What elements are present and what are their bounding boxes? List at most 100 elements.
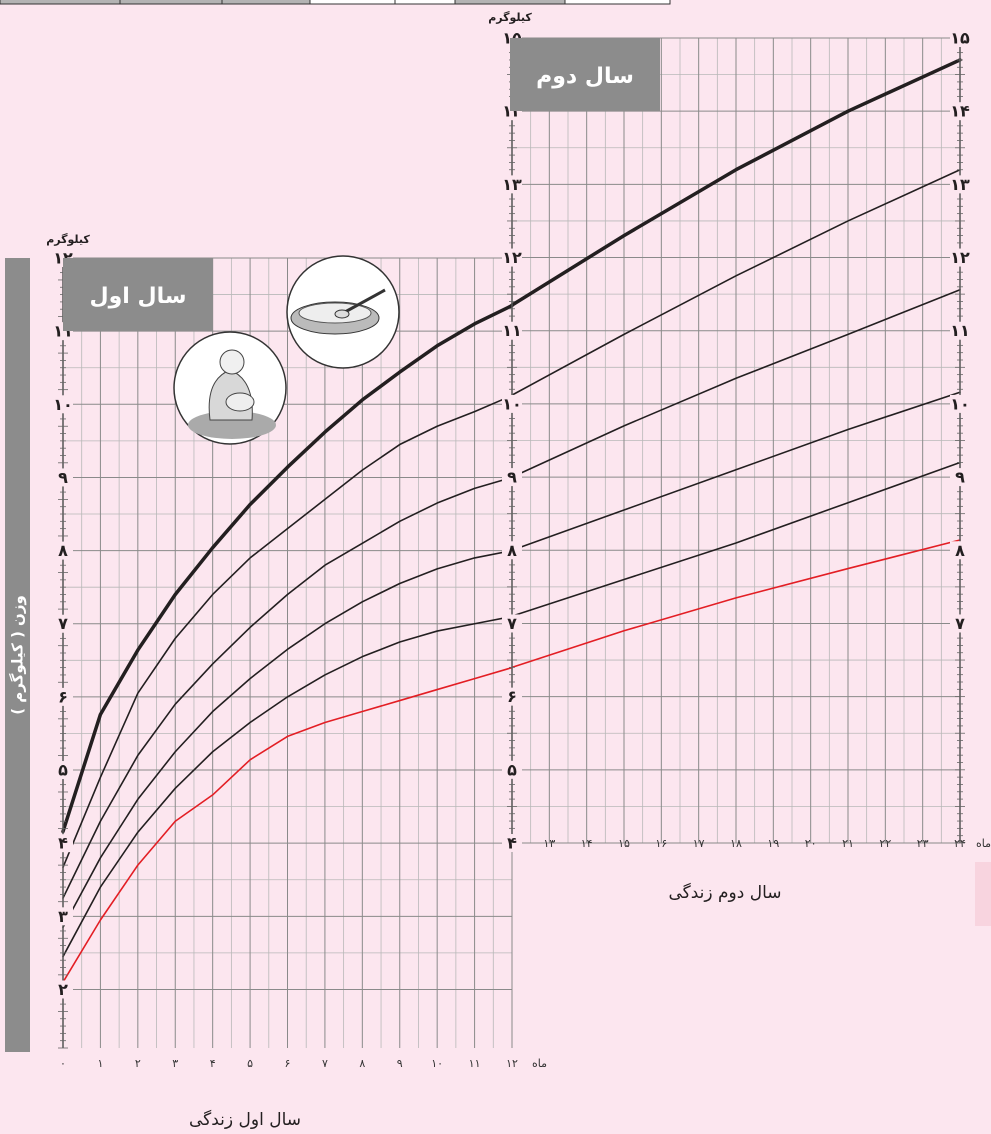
x-axis-label: سال دوم زندگی [668,882,781,903]
growth-curve [511,168,961,396]
x-tick-label: ۳ [172,1057,178,1070]
x-tick-label: ۱۳ [543,837,555,850]
illustration-bowl [286,255,400,369]
tick-label-bg [502,468,522,487]
tick-label-bg [950,321,970,340]
tick-label-bg [950,468,970,487]
tick-label-bg [53,761,73,780]
x-tick-label: ۲ [135,1057,141,1070]
y-tick-label: ۱۲ [502,248,522,267]
tick-label-bg [53,614,73,633]
x-axis-label: سال اول زندگی [189,1109,301,1130]
tick-label-bg [53,468,73,487]
tick-label-bg [502,321,522,340]
growth-curve [62,476,513,899]
x-tick-label: ۱۷ [693,837,705,850]
growth-curve [61,303,514,834]
y-tick-label: ۳ [58,907,68,926]
x-unit: ماه [532,1057,547,1070]
y-tick-label: ۹ [58,468,68,487]
x-tick-label: ۰ [60,1057,66,1070]
tick-label-bg [502,248,522,267]
growth-curve [511,461,961,617]
x-tick-label: ۱۴ [581,837,593,850]
x-tick-label: ۸ [359,1057,365,1070]
tick-label-bg [502,760,522,779]
y-tick-label: ۶ [507,687,517,706]
y-tick-label: ۱۴ [950,102,970,121]
growth-curve [510,58,962,307]
growth-curve [62,394,513,869]
y-tick-label: ۸ [507,541,517,560]
x-tick-label: ۱ [97,1057,103,1070]
x-tick-label: ۱۹ [767,837,779,850]
side-tab [975,862,991,926]
tick-label-bg [950,248,970,267]
x-tick-label: ۲۰ [805,837,817,850]
y-unit: کیلوگرم [488,11,532,24]
x-tick-label: ۱۲ [506,1057,518,1070]
y-tick-label: ۱۲ [950,248,970,267]
y-unit: کیلوگرم [46,233,90,246]
y-tick-label: ۱۱ [502,321,522,340]
x-tick-label: ۶ [285,1057,291,1070]
axes-layer: ۰۱۲۳۴۵۶۷۸۹۱۰۱۱۱۲۲۳۴۵۶۷۸۹۱۰۱۱۱۲۱۳۱۴۱۵۱۶۱۷… [53,29,970,1070]
tick-label-bg [502,687,522,706]
x-tick-label: ۱۰ [431,1057,443,1070]
x-unit: ماه [976,837,991,850]
tick-label-bg [53,395,73,414]
top-table [0,0,671,5]
tick-label-bg [502,614,522,633]
y-tick-label: ۱۰ [502,394,522,413]
y-tick-label: ۵ [507,760,517,779]
y-axis-label: وزن ( کیلوگرم ) [9,595,27,715]
tick-label-bg [53,980,73,999]
panel-title: سال دوم [536,64,634,89]
growth-curve [511,288,961,478]
y-tick-label: ۹ [507,468,517,487]
y-tick-label: ۱۳ [950,175,970,194]
title-box [510,38,660,111]
x-tick-label: ۹ [397,1057,403,1070]
x-tick-label: ۲۱ [842,837,854,850]
y-tick-label: ۲ [58,980,68,999]
y-tick-label: ۱۳ [502,175,522,194]
y-tick-label: ۸ [955,541,965,560]
y-label-box [5,258,30,1052]
y-tick-label: ۴ [507,834,517,853]
title-box [63,258,213,331]
tick-label-bg [950,102,970,121]
tick-label-bg [950,394,970,413]
tick-label-bg [53,541,73,560]
y-tick-label: ۱۰ [950,394,970,413]
y-tick-label: ۷ [58,614,68,633]
panel-title: سال اول [90,284,187,309]
x-tick-label: ۵ [247,1057,253,1070]
y-tick-label: ۹ [955,468,965,487]
y-tick-label: ۴ [58,834,68,853]
tick-label-bg [502,834,522,852]
tick-label-bg [950,614,970,633]
y-tick-label: ۷ [955,614,965,633]
illustration-mother [173,331,287,445]
tick-label-bg [502,394,522,413]
x-tick-label: ۲۲ [879,837,891,850]
y-tick-label: ۱۰ [53,395,73,414]
y-tick-label: ۷ [507,614,517,633]
growth-curve [62,549,513,929]
x-tick-label: ۱۱ [469,1057,481,1070]
y-tick-label: ۱۱ [950,321,970,340]
y-tick-label: ۱۵ [950,29,970,48]
y-tick-label: ۶ [58,687,68,706]
tick-label-bg [950,175,970,194]
tick-label-bg [950,29,970,47]
growth-curve [511,539,961,669]
x-tick-label: ۷ [322,1057,328,1070]
tick-label-bg [53,834,73,853]
x-tick-label: ۱۶ [655,837,667,850]
tick-label-bg [502,541,522,560]
growth-curve [62,666,513,983]
tick-label-bg [502,175,522,194]
